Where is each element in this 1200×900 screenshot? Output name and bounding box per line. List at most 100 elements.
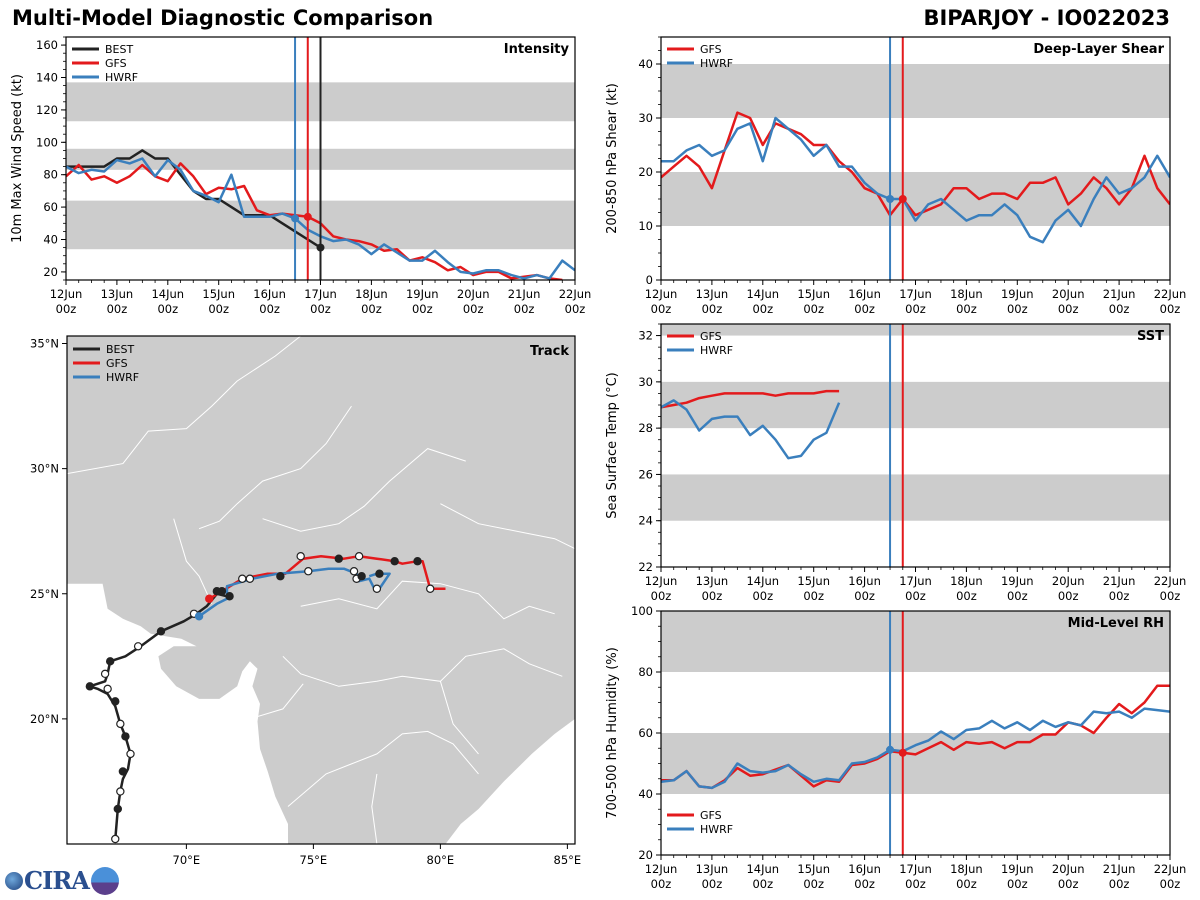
admin-border — [249, 683, 304, 720]
legend-label-gfs: GFS — [700, 43, 722, 56]
y-axis-label: 700-500 hPa Humidity (%) — [605, 647, 620, 819]
y-tick-label: 100 — [36, 135, 58, 149]
y-tick-label: 60 — [638, 726, 653, 740]
axes-frame — [660, 323, 1171, 568]
x-tick-label-time: 00z — [905, 302, 926, 316]
admin-border — [282, 648, 563, 687]
admin-border — [198, 405, 352, 530]
x-tick-label-date: 15Jun — [797, 287, 830, 301]
y-tick-label: 32 — [638, 329, 653, 343]
y-tick-label: 10 — [638, 219, 653, 233]
y-tick-label: 30 — [638, 375, 653, 389]
page-title: Multi-Model Diagnostic Comparison — [12, 6, 434, 30]
x-tick-label-time: 00z — [1109, 302, 1130, 316]
lat-tick-label: 30°N — [30, 462, 59, 476]
x-tick-label-date: 21Jun — [1103, 287, 1136, 301]
y-tick-label: 20 — [43, 265, 58, 279]
track-position-marker — [372, 584, 382, 593]
x-tick-label-date: 13Jun — [696, 574, 729, 588]
x-tick-label-time: 00z — [702, 302, 723, 316]
threshold-band — [661, 381, 1170, 429]
y-tick-label: 40 — [43, 233, 58, 247]
admin-border — [439, 681, 479, 755]
track-position-marker — [133, 642, 143, 651]
track-position-marker — [105, 657, 115, 666]
x-tick-label-time: 00z — [956, 877, 977, 891]
lon-tick-label: 75°E — [300, 853, 328, 867]
x-tick-label-date: 14Jun — [151, 287, 184, 301]
x-tick-label-time: 00z — [463, 302, 484, 316]
x-tick-label-date: 22Jun — [1154, 574, 1187, 588]
x-tick-label-date: 12Jun — [645, 574, 678, 588]
y-tick-label: 80 — [43, 168, 58, 182]
legend-label-hwrf: HWRF — [700, 823, 733, 836]
admin-border — [440, 503, 575, 550]
x-tick-label-date: 19Jun — [1001, 287, 1034, 301]
track-position-marker — [116, 719, 125, 729]
y-tick-label: 26 — [638, 467, 653, 481]
x-tick-label-date: 14Jun — [746, 862, 779, 876]
x-tick-label-date: 13Jun — [101, 287, 134, 301]
track-position-marker — [156, 627, 166, 636]
threshold-band — [661, 611, 1170, 672]
series-line-hwrf — [661, 399, 841, 460]
x-tick-label-time: 00z — [854, 302, 875, 316]
x-tick-label-date: 18Jun — [950, 862, 983, 876]
track-line-hwrf — [198, 567, 391, 618]
legend-label-gfs: GFS — [700, 330, 722, 343]
x-tick-label-time: 00z — [854, 589, 875, 603]
panel-shear: 01020304012Jun00z13Jun00z14Jun00z15Jun00… — [605, 36, 1187, 316]
logo-text: CIRA — [24, 866, 90, 895]
track-position-marker — [217, 587, 227, 596]
marker-hwrf — [291, 214, 300, 223]
series-line-hwrf — [661, 707, 1170, 790]
x-tick-label-time: 00z — [107, 302, 128, 316]
track-position-marker — [85, 682, 95, 691]
x-tick-label-time: 00z — [956, 302, 977, 316]
y-tick-label: 40 — [638, 57, 653, 71]
land-mass — [67, 336, 575, 844]
track-position-marker — [357, 572, 366, 581]
track-position-marker — [413, 557, 422, 566]
x-tick-label-time: 00z — [956, 589, 977, 603]
x-tick-label-time: 00z — [803, 877, 824, 891]
y-tick-label: 120 — [36, 103, 58, 117]
x-tick-label-date: 16Jun — [253, 287, 286, 301]
admin-border — [287, 730, 479, 807]
x-tick-label-date: 17Jun — [899, 287, 932, 301]
admin-border — [67, 336, 302, 475]
series-line-hwrf — [661, 116, 1170, 244]
x-tick-label-date: 20Jun — [457, 287, 490, 301]
legend-label-gfs: GFS — [106, 357, 128, 370]
x-tick-label-time: 00z — [1007, 589, 1028, 603]
marker-gfs — [898, 748, 907, 757]
panel-intensity: 2040608010012014016012Jun00z13Jun00z14Ju… — [10, 36, 591, 316]
x-tick-label-date: 13Jun — [696, 287, 729, 301]
panel-title: Deep-Layer Shear — [1033, 42, 1164, 57]
track-position-marker — [118, 767, 128, 776]
x-tick-label-date: 22Jun — [1154, 287, 1187, 301]
x-tick-label-time: 00z — [1058, 877, 1079, 891]
panel-title: Intensity — [504, 42, 570, 57]
x-tick-label-date: 14Jun — [746, 574, 779, 588]
ramm-badge-icon — [90, 866, 119, 895]
lon-tick-label: 85°E — [554, 853, 582, 867]
x-tick-label-date: 18Jun — [950, 574, 983, 588]
x-tick-label-time: 00z — [56, 302, 77, 316]
x-tick-label-date: 21Jun — [508, 287, 541, 301]
legend-label-hwrf: HWRF — [106, 371, 139, 384]
panel-title: SST — [1137, 329, 1164, 344]
track-position-marker — [276, 572, 285, 581]
series-line-gfs — [661, 111, 1170, 217]
track-position-marker — [238, 574, 247, 583]
track-position-marker — [126, 749, 135, 759]
x-tick-label-date: 21Jun — [1103, 574, 1136, 588]
x-tick-label-date: 15Jun — [797, 862, 830, 876]
threshold-band — [661, 733, 1170, 794]
x-tick-label-date: 16Jun — [848, 574, 881, 588]
track-position-marker — [116, 787, 125, 796]
y-tick-label: 22 — [638, 560, 653, 574]
marker-gfs — [898, 195, 907, 203]
panel-rh: 2040608010012Jun00z13Jun00z14Jun00z15Jun… — [605, 604, 1186, 891]
